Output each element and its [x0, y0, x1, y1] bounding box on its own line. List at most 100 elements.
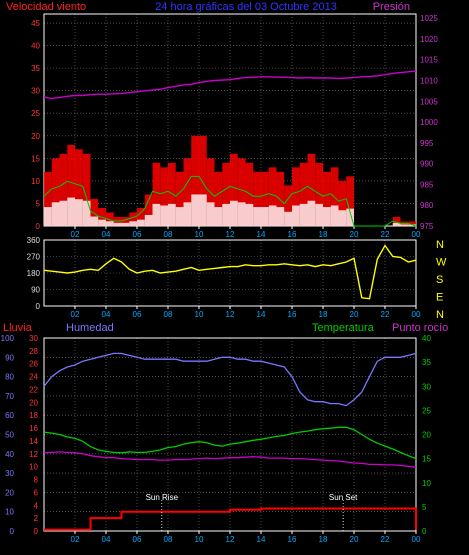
rain-tick-label: 0 — [34, 527, 39, 536]
humidity-tick-label: 100 — [1, 334, 15, 343]
wind-low-bar — [75, 199, 83, 226]
wind-speed-bar — [175, 171, 184, 226]
temperature-tick-label: 35 — [422, 358, 431, 367]
rain-tick-label: 16 — [29, 424, 38, 433]
wind-tick-label: 0 — [36, 222, 41, 231]
dewpoint-title: Punto rocío — [392, 322, 448, 334]
humidity-title: Humedad — [66, 322, 114, 334]
rain-tick-label: 8 — [34, 476, 39, 485]
rain-humidity-temp-panel: 0102030405060708090100024681012141618202… — [1, 334, 432, 544]
rain-tick-label: 20 — [29, 398, 38, 407]
wind-speed-bar — [160, 167, 168, 226]
sun-marker-label: Sun Rise — [146, 493, 179, 502]
humidity-tick-label: 60 — [5, 411, 14, 420]
humidity-tick-label: 20 — [5, 488, 14, 497]
x-tick-label: 04 — [102, 230, 111, 239]
wind-low-bar — [183, 202, 192, 226]
x-tick-label: 00 — [412, 230, 421, 239]
wind-speed-bar — [346, 176, 354, 226]
humidity-tick-label: 30 — [5, 469, 14, 478]
wind-low-bar — [392, 222, 401, 226]
humidity-tick-label: 50 — [5, 431, 14, 440]
rain-tick-label: 6 — [34, 488, 39, 497]
wind-low-bar — [144, 214, 153, 226]
pressure-title: Presión — [373, 1, 410, 13]
pressure-tick-label: 1000 — [420, 118, 438, 127]
wind-low-bar — [82, 200, 91, 226]
wind-speed-bar — [268, 167, 277, 226]
x-tick-label: 06 — [133, 310, 142, 319]
rain-tick-label: 30 — [29, 334, 38, 343]
humidity-tick-label: 0 — [10, 527, 15, 536]
temperature-tick-label: 15 — [422, 455, 431, 464]
wind-low-bar — [44, 207, 52, 226]
wind-low-bar — [261, 207, 269, 226]
x-tick-label: 08 — [164, 230, 173, 239]
wind-speed-bar — [152, 162, 161, 226]
wind-tick-label: 40 — [31, 42, 40, 51]
direction-tick-label: 180 — [27, 269, 41, 278]
wind-low-bar — [168, 203, 176, 226]
humidity-tick-label: 40 — [5, 450, 14, 459]
humidity-tick-label: 10 — [5, 508, 14, 517]
wind-speed-bar — [245, 162, 254, 226]
pressure-tick-label: 1010 — [420, 77, 438, 86]
x-tick-label: 12 — [226, 230, 235, 239]
compass-label: W — [436, 257, 447, 269]
wind-low-bar — [315, 203, 323, 226]
temperature-tick-label: 5 — [422, 503, 427, 512]
x-tick-label: 22 — [381, 310, 390, 319]
wind-low-bar — [214, 207, 223, 226]
x-tick-label: 04 — [102, 535, 111, 544]
temperature-line — [43, 426, 417, 460]
x-tick-label: 10 — [195, 230, 204, 239]
wind-tick-label: 35 — [31, 64, 40, 73]
wind-speed-bar — [276, 171, 285, 226]
pressure-line — [43, 70, 417, 100]
x-tick-label: 06 — [133, 535, 142, 544]
wind-low-bar — [222, 203, 230, 226]
chart-title: 24 hora gráficas del 03 Octubre 2013 — [155, 1, 337, 13]
wind-speed-bar — [330, 167, 339, 226]
wind-tick-label: 15 — [31, 154, 40, 163]
sun-marker-label: Sun Set — [329, 493, 358, 502]
wind-low-bar — [346, 208, 354, 226]
wind-low-bar — [51, 202, 60, 226]
compass-label: E — [436, 292, 443, 304]
wind-low-bar — [106, 221, 114, 226]
pressure-tick-label: 1015 — [420, 56, 438, 65]
wind-tick-label: 20 — [31, 132, 40, 141]
x-tick-label: 20 — [350, 310, 359, 319]
wind-speed-bar — [67, 144, 75, 226]
x-tick-label: 20 — [350, 535, 359, 544]
wind-low-bar — [129, 221, 137, 226]
wind-speed-bar — [261, 171, 269, 226]
wind-speed-bar — [230, 153, 238, 226]
temperature-tick-label: 20 — [422, 431, 431, 440]
humidity-tick-label: 70 — [5, 392, 14, 401]
wind-low-bar — [206, 202, 215, 226]
wind-speed-bar — [191, 135, 199, 226]
direction-tick-label: 270 — [27, 253, 41, 262]
pressure-tick-label: 1025 — [420, 14, 438, 23]
x-tick-label: 20 — [350, 230, 359, 239]
wind-low-bar — [276, 207, 285, 226]
pressure-tick-label: 985 — [420, 180, 434, 189]
wind-low-bar — [59, 200, 68, 226]
wind-low-bar — [98, 219, 106, 226]
direction-tick-label: 0 — [36, 302, 41, 311]
rain-tick-label: 22 — [29, 385, 38, 394]
pressure-tick-label: 1005 — [420, 97, 438, 106]
wind-speed-bar — [307, 153, 316, 226]
rain-tick-label: 26 — [29, 360, 38, 369]
temperature-tick-label: 25 — [422, 406, 431, 415]
wind-low-bar — [400, 224, 409, 226]
wind-speed-bar — [199, 135, 207, 226]
wind-low-bar — [338, 210, 347, 226]
wind-speed-bar — [214, 171, 223, 226]
wind-speed-bar — [408, 221, 416, 226]
x-tick-label: 18 — [319, 310, 328, 319]
wind-average-line — [43, 175, 417, 227]
temperature-tick-label: 40 — [422, 334, 431, 343]
pressure-tick-label: 980 — [420, 201, 434, 210]
